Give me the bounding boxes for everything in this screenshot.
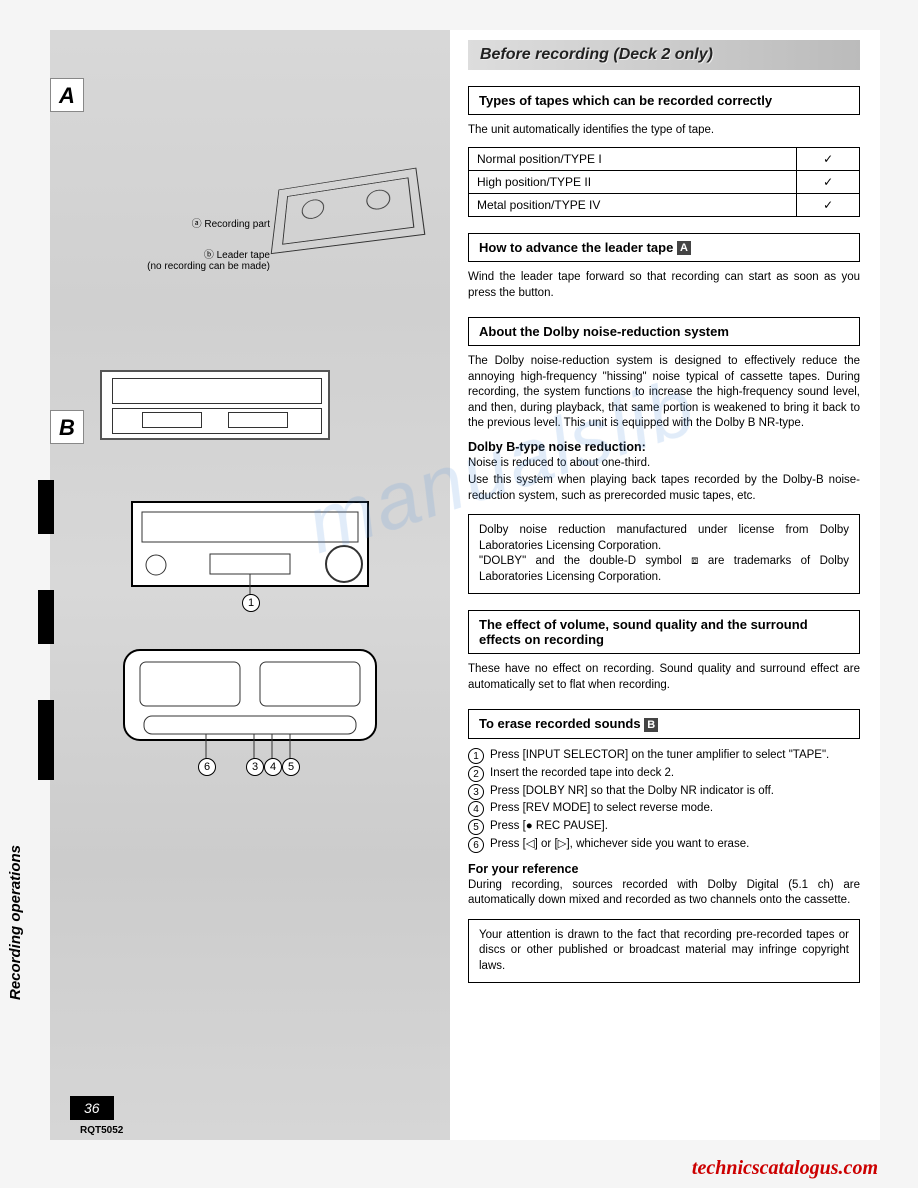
figure-deck: 6 3 4 5 (120, 646, 380, 776)
section-label-vertical: Recording operations (7, 845, 24, 1000)
right-text-column: Before recording (Deck 2 only) Types of … (450, 30, 880, 1140)
callout-leader-tape: ⓑ Leader tape (no recording can be made) (100, 246, 270, 272)
figure-a-area: ⓐ Recording part ⓑ Leader tape (no recor… (70, 50, 430, 330)
callout-number-1: 1 (242, 594, 260, 612)
figure-label-b: B (50, 410, 84, 444)
step-number: 3 (468, 784, 484, 800)
reference-body: During recording, sources recorded with … (468, 878, 860, 909)
callout-number: 6 (198, 758, 216, 776)
tape-type-check: ✓ (797, 193, 860, 216)
step-row: 4 Press [REV MODE] to select reverse mode… (468, 800, 860, 818)
callout-number: 4 (264, 758, 282, 776)
figure-ref-a: A (677, 241, 691, 255)
section-erase-title-text: To erase recorded sounds (479, 716, 644, 731)
callout-leader-text2: (no recording can be made) (147, 261, 270, 272)
section-advance-title-text: How to advance the leader tape (479, 240, 677, 255)
step-number: 4 (468, 801, 484, 817)
side-tab (38, 590, 54, 644)
callout-number: 5 (282, 758, 300, 776)
step-number: 5 (468, 819, 484, 835)
step-text: Press [● REC PAUSE]. (490, 818, 608, 836)
cassette-drawing (271, 168, 426, 254)
step-row: 1 Press [INPUT SELECTOR] on the tuner amp… (468, 747, 860, 765)
left-illustration-column: Recording operations A ⓐ Recording part … (50, 30, 450, 1140)
step-row: 6 Press [◁] or [▷], whichever side you wa… (468, 836, 860, 854)
dolby-b-subhead: Dolby B-type noise reduction: (468, 440, 860, 454)
step-row: 3 Press [DOLBY NR] so that the Dolby NR i… (468, 783, 860, 801)
table-row: Metal position/TYPE IV ✓ (469, 193, 860, 216)
manual-page: Recording operations A ⓐ Recording part … (50, 30, 880, 1140)
table-row: Normal position/TYPE I ✓ (469, 147, 860, 170)
figure-amplifier: 1 (130, 500, 370, 610)
section-erase-title: To erase recorded sounds B (468, 709, 860, 739)
step-text: Press [INPUT SELECTOR] on the tuner ampl… (490, 747, 829, 765)
step-text: Press [DOLBY NR] so that the Dolby NR in… (490, 783, 774, 801)
section-advance-body: Wind the leader tape forward so that rec… (468, 270, 860, 301)
step-text: Press [REV MODE] to select reverse mode. (490, 800, 713, 818)
tape-types-table: Normal position/TYPE I ✓ High position/T… (468, 147, 860, 217)
section-advance-title: How to advance the leader tape A (468, 233, 860, 263)
step-text: Press [◁] or [▷], whichever side you wan… (490, 836, 749, 854)
section-types-title: Types of tapes which can be recorded cor… (468, 86, 860, 115)
callout-leader-text1: ⓑ Leader tape (204, 250, 270, 261)
tape-type-label: Metal position/TYPE IV (469, 193, 797, 216)
step-row: 5 Press [● REC PAUSE]. (468, 818, 860, 836)
dolby-b-line2: Use this system when playing back tapes … (468, 473, 860, 504)
dolby-license-box: Dolby noise reduction manufactured under… (468, 514, 860, 594)
reference-subhead: For your reference (468, 862, 860, 876)
figure-ref-b: B (644, 718, 658, 732)
page-header: Before recording (Deck 2 only) (468, 40, 860, 70)
step-text: Insert the recorded tape into deck 2. (490, 765, 674, 783)
deck-svg (120, 646, 380, 776)
section-effect-body: These have no effect on recording. Sound… (468, 662, 860, 693)
tape-type-check: ✓ (797, 147, 860, 170)
section-effect-title: The effect of volume, sound quality and … (468, 610, 860, 654)
table-row: High position/TYPE II ✓ (469, 170, 860, 193)
erase-steps: 1 Press [INPUT SELECTOR] on the tuner amp… (468, 747, 860, 854)
section-dolby-title: About the Dolby noise-reduction system (468, 317, 860, 346)
tape-type-label: Normal position/TYPE I (469, 147, 797, 170)
side-tab (38, 480, 54, 534)
bottom-brand: technicscatalogus.com (692, 1157, 878, 1180)
figure-b-system (100, 370, 330, 440)
step-number: 1 (468, 748, 484, 764)
copyright-box: Your attention is drawn to the fact that… (468, 919, 860, 984)
page-number: 36 (70, 1096, 114, 1120)
side-tab (38, 700, 54, 780)
figure-label-a: A (50, 78, 84, 112)
step-row: 2 Insert the recorded tape into deck 2. (468, 765, 860, 783)
dolby-b-line1: Noise is reduced to about one-third. (468, 456, 860, 472)
tape-type-check: ✓ (797, 170, 860, 193)
callout-number: 3 (246, 758, 264, 776)
document-reference: RQT5052 (80, 1125, 123, 1136)
step-number: 6 (468, 837, 484, 853)
tape-type-label: High position/TYPE II (469, 170, 797, 193)
callout-recording-part: ⓐ Recording part (140, 215, 270, 230)
section-dolby-body: The Dolby noise-reduction system is desi… (468, 354, 860, 432)
section-types-intro: The unit automatically identifies the ty… (468, 123, 860, 139)
step-number: 2 (468, 766, 484, 782)
